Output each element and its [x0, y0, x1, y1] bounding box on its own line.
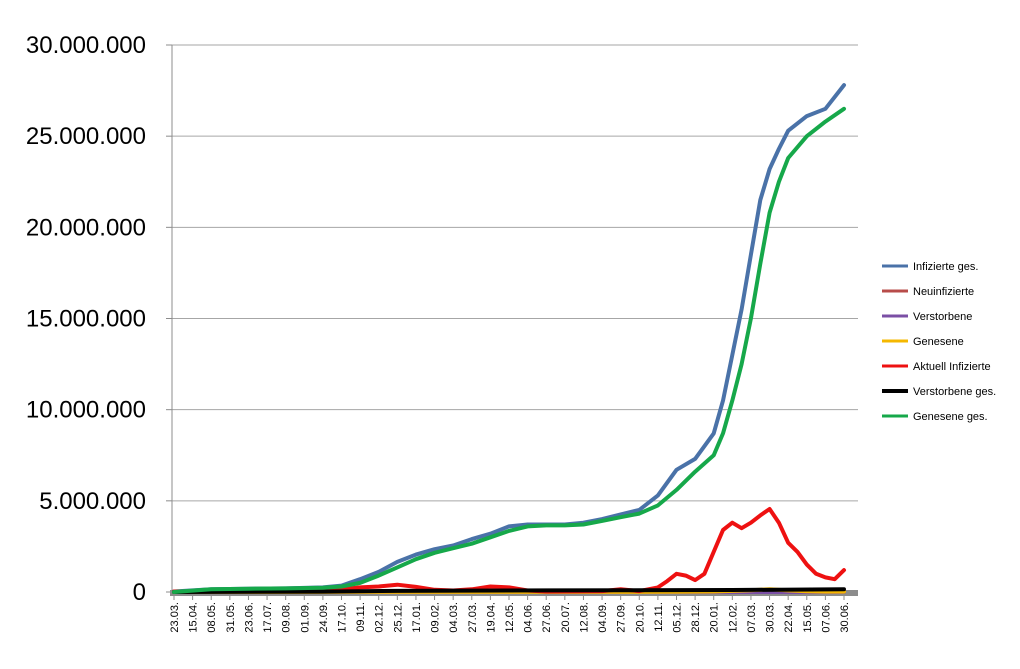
legend-label: Neuinfizierte	[913, 286, 974, 298]
x-tick-label: 24.09.	[318, 602, 330, 633]
x-tick-label: 20.10.	[634, 602, 646, 633]
legend-label: Verstorbene ges.	[913, 386, 996, 398]
x-tick-label: 23.06.	[243, 602, 255, 633]
y-tick-label: 15.000.000	[26, 306, 146, 333]
x-tick-label: 07.03.	[746, 602, 758, 633]
x-tick-label: 12.08.	[578, 602, 590, 633]
series-line-verstorbene-ges-	[172, 587, 846, 594]
legend-label: Genesene	[913, 336, 964, 348]
y-tick-label: 0	[133, 579, 146, 606]
x-tick-label: 15.04.	[188, 602, 200, 633]
y-tick-label: 20.000.000	[26, 214, 146, 241]
x-tick-label: 15.05.	[802, 602, 814, 633]
axes	[170, 45, 858, 596]
x-axis-ticks: 23.03. 15.04. 08.05. 31.05. 23.06. 17.07. 09.0…	[169, 595, 851, 633]
legend-item: Infizierte ges.	[882, 261, 978, 273]
x-tick-label: 01.09.	[299, 602, 311, 633]
legend: Infizierte ges. Neuinfizierte Verstorbene G…	[882, 261, 996, 423]
x-tick-label: 09.11.	[355, 602, 367, 632]
x-tick-label: 20.01.	[709, 602, 721, 633]
x-tick-label: 27.09.	[616, 602, 628, 633]
y-tick-label: 25.000.000	[26, 123, 146, 150]
x-tick-label: 17.07.	[262, 602, 274, 633]
series-line-infizierte-ges-	[172, 83, 846, 594]
x-tick-label: 28.12.	[690, 602, 702, 633]
x-tick-label: 27.03.	[467, 602, 479, 633]
x-tick-label: 23.03.	[169, 602, 181, 633]
legend-label: Genesene ges.	[913, 411, 988, 423]
x-tick-label: 04.09.	[597, 602, 609, 633]
gridlines	[172, 44, 858, 502]
x-tick-label: 30.03.	[765, 602, 777, 633]
x-tick-label: 20.07.	[560, 602, 572, 633]
x-tick-label: 22.04.	[783, 602, 795, 633]
x-tick-label: 04.03.	[448, 602, 460, 633]
legend-label: Infizierte ges.	[913, 261, 978, 273]
series-line-aktuell-infizierte	[172, 507, 846, 594]
legend-item: Genesene ges.	[882, 411, 988, 423]
x-tick-label: 19.04.	[485, 602, 497, 633]
x-tick-label: 04.06.	[523, 602, 535, 633]
series-line-genesene-ges-	[172, 106, 846, 594]
x-tick-label: 31.05.	[225, 602, 237, 633]
x-tick-label: 07.06.	[820, 602, 832, 633]
legend-item: Genesene	[882, 336, 964, 348]
y-tick-label: 10.000.000	[26, 397, 146, 424]
y-axis-ticks: 0 5.000.000 10.000.000 15.000.000 20.000.000…	[26, 32, 172, 606]
x-tick-label: 12.05.	[504, 602, 516, 633]
x-tick-label: 09.08.	[281, 602, 293, 633]
x-tick-label: 25.12.	[392, 602, 404, 633]
x-tick-label: 17.01.	[411, 602, 423, 633]
x-tick-label: 08.05.	[206, 602, 218, 633]
x-tick-label: 02.12.	[374, 602, 386, 633]
x-tick-label: 09.02.	[430, 602, 442, 633]
y-tick-label: 30.000.000	[26, 32, 146, 59]
legend-item: Verstorbene	[882, 311, 972, 323]
legend-item: Verstorbene ges.	[882, 386, 996, 398]
legend-item: Aktuell Infizierte	[882, 361, 991, 373]
x-tick-label: 27.06.	[541, 602, 553, 633]
x-tick-label: 05.12.	[672, 602, 684, 633]
legend-label: Verstorbene	[913, 311, 972, 323]
legend-label: Aktuell Infizierte	[913, 361, 991, 373]
x-tick-label: 12.02.	[727, 602, 739, 633]
y-tick-label: 5.000.000	[39, 488, 146, 515]
x-tick-label: 17.10.	[337, 602, 349, 633]
x-tick-label: 30.06.	[839, 602, 851, 633]
series-lines	[172, 83, 846, 594]
x-tick-label: 12.11.	[653, 602, 665, 632]
legend-item: Neuinfizierte	[882, 286, 974, 298]
